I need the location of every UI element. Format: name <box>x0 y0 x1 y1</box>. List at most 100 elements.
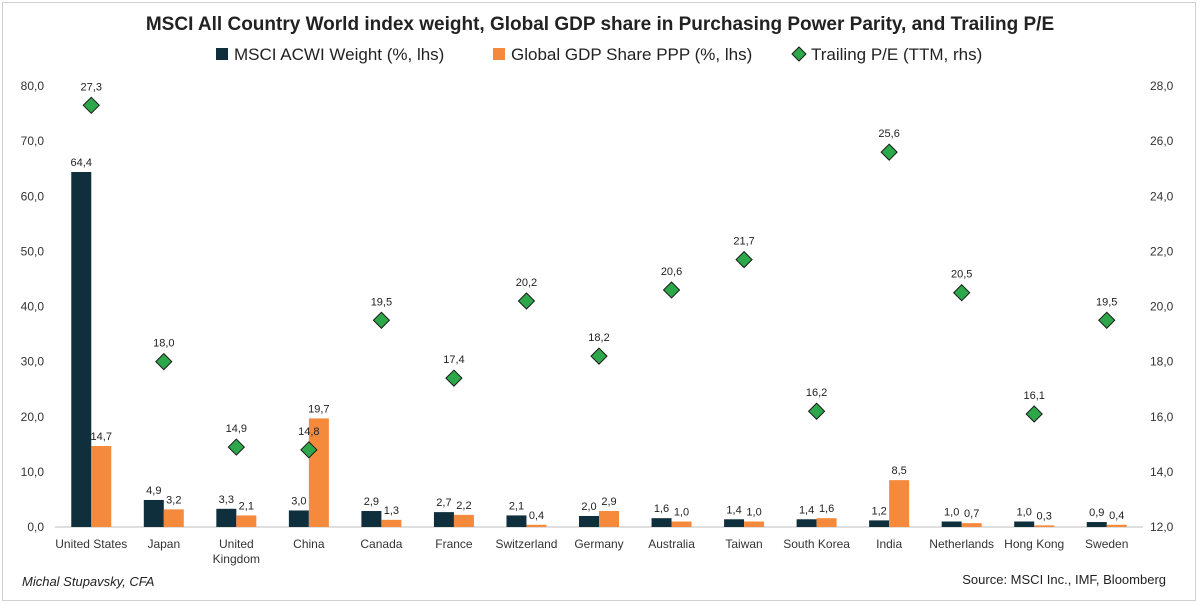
bar-value-label: 2,0 <box>581 501 596 513</box>
chart-title: MSCI All Country World index weight, Glo… <box>146 14 1054 35</box>
category-label-taiwan: Taiwan <box>725 537 762 551</box>
category-label-australia: Australia <box>648 537 695 551</box>
bar-msci-acwi-weight-sweden <box>1086 522 1107 527</box>
bar-global-gdp-share-ppp-united-kingdom <box>236 515 257 527</box>
y-left-tick-label: 30,0 <box>21 355 45 369</box>
bar-global-gdp-share-ppp-sweden <box>1106 524 1127 527</box>
bar-global-gdp-share-ppp-united-states <box>91 445 112 527</box>
legend-swatch-global-gdp-share-ppp <box>493 48 505 60</box>
bar-msci-acwi-weight-taiwan <box>724 519 745 527</box>
bar-global-gdp-share-ppp-taiwan <box>744 521 765 527</box>
y-left-tick-label: 70,0 <box>21 134 45 148</box>
bar-value-label: 2,2 <box>456 500 471 512</box>
pe-marker-united-kingdom <box>227 438 246 456</box>
y-left-tick-label: 40,0 <box>21 300 45 314</box>
bar-value-label: 1,0 <box>674 506 689 518</box>
pe-marker-australia <box>662 281 681 299</box>
source-note: Source: MSCI Inc., IMF, Bloomberg <box>962 572 1166 587</box>
bar-msci-acwi-weight-united-states <box>71 171 92 527</box>
y-left-tick-label: 0,0 <box>27 520 44 534</box>
bar-msci-acwi-weight-japan <box>143 499 164 527</box>
bar-global-gdp-share-ppp-france <box>453 514 474 527</box>
bar-value-label: 0,9 <box>1089 507 1104 519</box>
bar-value-label: 8,5 <box>891 465 906 477</box>
pe-marker-germany <box>590 347 608 365</box>
y-left-tick-label: 50,0 <box>21 244 45 258</box>
pe-marker-switzerland <box>517 292 536 310</box>
pe-marker-sweden <box>1098 311 1116 329</box>
bar-global-gdp-share-ppp-canada <box>381 519 402 527</box>
legend-label-trailing-p-e: Trailing P/E (TTM, rhs) <box>811 45 982 64</box>
bar-value-label: 2,1 <box>509 500 524 512</box>
pe-marker-south-korea <box>807 402 826 420</box>
category-label-south-korea: South Korea <box>783 537 850 551</box>
bar-msci-acwi-weight-united-kingdom <box>216 508 237 527</box>
bar-value-label: 1,4 <box>726 504 741 516</box>
bar-value-label: 1,0 <box>746 506 761 518</box>
bar-global-gdp-share-ppp-south-korea <box>816 518 837 527</box>
bar-value-label: 0,7 <box>964 508 979 520</box>
category-label-united-kingdom: United Kingdom <box>213 537 260 566</box>
category-label-united-states: United States <box>55 537 127 551</box>
bar-msci-acwi-weight-india <box>869 520 890 527</box>
category-label-hong-kong: Hong Kong <box>1004 537 1064 551</box>
pe-value-label: 14,9 <box>226 423 247 435</box>
bar-value-label: 1,0 <box>1017 506 1032 518</box>
bar-value-label: 2,9 <box>601 496 616 508</box>
bar-global-gdp-share-ppp-switzerland <box>526 524 547 527</box>
bar-msci-acwi-weight-hong-kong <box>1014 521 1035 527</box>
bar-value-label: 2,7 <box>436 497 451 509</box>
pe-value-label: 20,6 <box>661 266 682 278</box>
bar-value-label: 4,9 <box>146 485 161 497</box>
bar-msci-acwi-weight-china <box>288 510 309 527</box>
pe-marker-hong-kong <box>1025 405 1043 423</box>
pe-marker-taiwan <box>735 250 753 269</box>
bar-value-label: 3,3 <box>219 494 234 506</box>
category-label-france: France <box>435 537 473 551</box>
bar-value-label: 64,4 <box>71 157 92 169</box>
bar-global-gdp-share-ppp-netherlands <box>961 523 982 527</box>
pe-marker-netherlands <box>952 284 971 302</box>
y-right-tick-label: 14,0 <box>1150 465 1174 479</box>
bar-value-label: 14,7 <box>91 431 112 443</box>
y-right-tick-label: 22,0 <box>1150 244 1174 258</box>
bar-msci-acwi-weight-netherlands <box>941 521 962 527</box>
pe-value-label: 18,2 <box>588 332 609 344</box>
bar-value-label: 1,4 <box>799 504 814 516</box>
y-left-tick-label: 20,0 <box>21 410 45 424</box>
y-right-tick-label: 24,0 <box>1150 189 1174 203</box>
bar-global-gdp-share-ppp-japan <box>163 509 184 527</box>
bar-msci-acwi-weight-canada <box>361 511 382 527</box>
category-label-netherlands: Netherlands <box>929 537 994 551</box>
bar-value-label: 3,2 <box>166 494 181 506</box>
pe-value-label: 21,7 <box>733 236 754 248</box>
y-left-tick-label: 80,0 <box>21 79 45 93</box>
pe-value-label: 16,2 <box>806 387 827 399</box>
pe-value-label: 19,5 <box>371 296 392 308</box>
pe-marker-china <box>300 441 318 459</box>
category-label-india: India <box>876 537 902 551</box>
pe-value-label: 27,3 <box>81 81 102 93</box>
bar-value-label: 1,2 <box>871 505 886 517</box>
bar-value-label: 3,0 <box>291 495 306 507</box>
bar-value-label: 0,4 <box>529 510 544 522</box>
y-left-tick-label: 60,0 <box>21 189 45 203</box>
bar-global-gdp-share-ppp-germany <box>599 511 619 527</box>
pe-marker-united-states <box>82 96 100 115</box>
plot-area: 64,4 4,9 3,3 3,0 2,9 2,7 2,1 2,0 1,6 1,4 1,4 1,2 1,0… <box>71 81 1127 527</box>
pe-value-label: 20,2 <box>516 277 537 289</box>
category-label-canada: Canada <box>360 537 402 551</box>
y-right-tick-label: 16,0 <box>1150 410 1174 424</box>
bar-value-label: 1,6 <box>819 503 834 515</box>
legend-swatch-msci-acwi-weight <box>216 48 228 60</box>
pe-marker-india <box>880 143 898 161</box>
bar-value-label: 2,9 <box>364 496 379 508</box>
bar-global-gdp-share-ppp-india <box>889 480 910 527</box>
category-label-sweden: Sweden <box>1085 537 1128 551</box>
pe-value-label: 20,5 <box>951 269 972 281</box>
bar-msci-acwi-weight-australia <box>651 518 672 527</box>
bar-value-label: 0,4 <box>1109 510 1124 522</box>
pe-value-label: 14,8 <box>298 426 319 438</box>
author-credit: Michal Stupavsky, CFA <box>22 574 154 589</box>
